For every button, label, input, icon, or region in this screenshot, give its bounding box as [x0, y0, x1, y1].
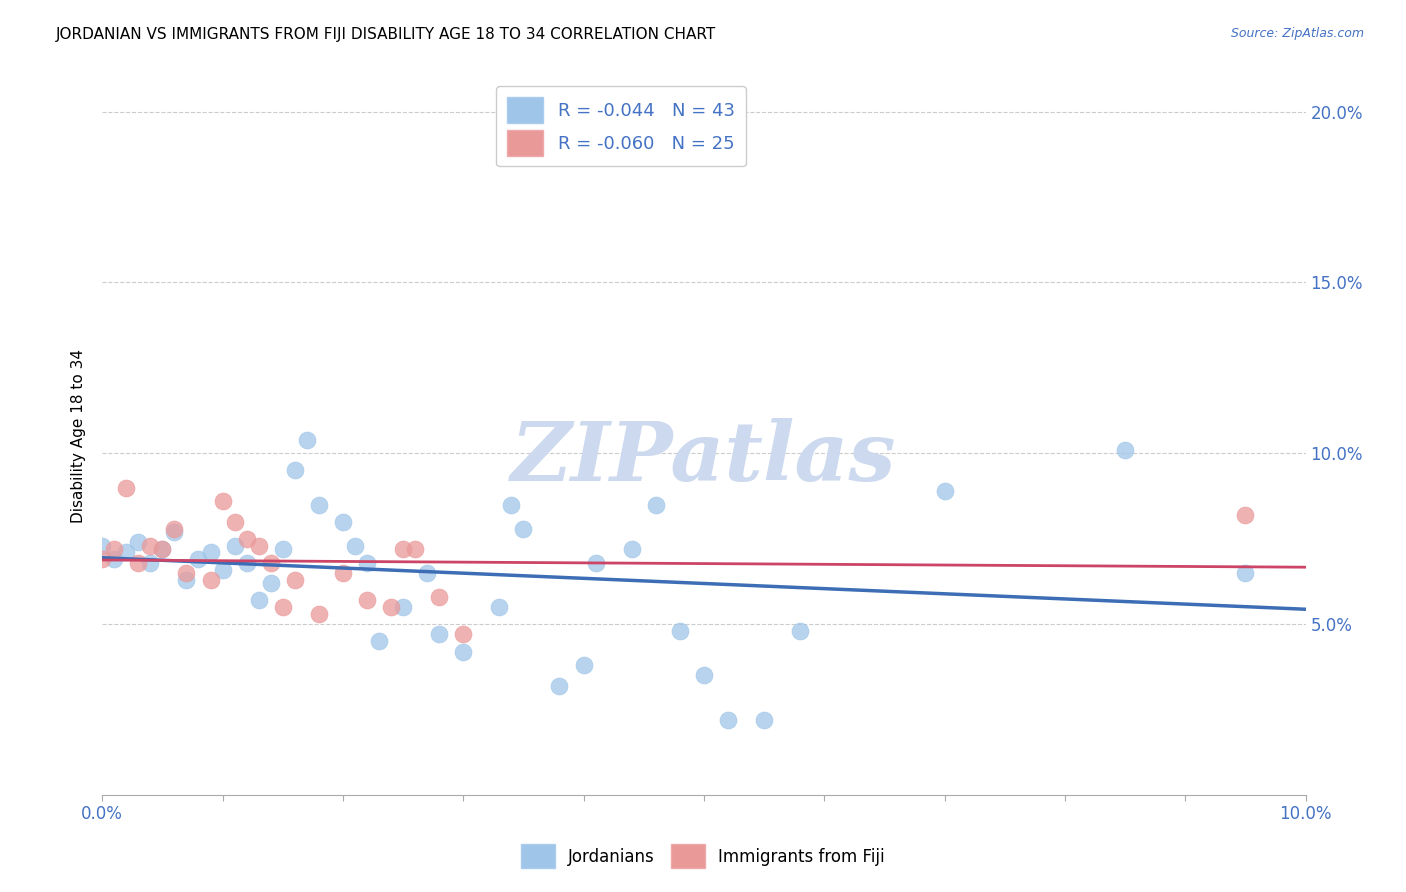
Point: [332, 566, 354, 580]
Point: [271, 600, 294, 615]
Point: [260, 556, 283, 570]
Point: [488, 600, 510, 615]
Point: [585, 556, 607, 570]
Point: [501, 498, 523, 512]
Point: [1234, 508, 1257, 522]
Point: [127, 556, 149, 570]
Point: [368, 634, 391, 648]
Point: [343, 539, 366, 553]
Point: [103, 541, 125, 556]
Point: [416, 566, 439, 580]
Point: [332, 515, 354, 529]
Point: [1114, 442, 1136, 457]
Point: [163, 524, 186, 539]
Point: [427, 590, 450, 604]
Point: [451, 627, 474, 641]
Point: [224, 539, 246, 553]
Legend: R = -0.044   N = 43, R = -0.060   N = 25: R = -0.044 N = 43, R = -0.060 N = 25: [496, 87, 745, 167]
Point: [176, 573, 198, 587]
Point: [356, 556, 378, 570]
Point: [247, 539, 270, 553]
Point: [211, 494, 233, 508]
Point: [752, 713, 775, 727]
Point: [150, 541, 173, 556]
Legend: Jordanians, Immigrants from Fiji: Jordanians, Immigrants from Fiji: [515, 838, 891, 875]
Point: [427, 627, 450, 641]
Point: [163, 522, 186, 536]
Point: [572, 658, 595, 673]
Point: [235, 532, 257, 546]
Point: [392, 541, 415, 556]
Point: [451, 644, 474, 658]
Point: [200, 545, 222, 559]
Point: [392, 600, 415, 615]
Point: [224, 515, 246, 529]
Point: [235, 556, 257, 570]
Point: [91, 552, 114, 566]
Point: [211, 562, 233, 576]
Point: [620, 541, 643, 556]
Point: [139, 539, 162, 553]
Point: [295, 433, 318, 447]
Point: [271, 541, 294, 556]
Point: [512, 522, 534, 536]
Text: JORDANIAN VS IMMIGRANTS FROM FIJI DISABILITY AGE 18 TO 34 CORRELATION CHART: JORDANIAN VS IMMIGRANTS FROM FIJI DISABI…: [56, 27, 717, 42]
Point: [934, 483, 956, 498]
Point: [380, 600, 402, 615]
Point: [1234, 566, 1257, 580]
Point: [284, 463, 307, 477]
Point: [115, 481, 138, 495]
Point: [247, 593, 270, 607]
Point: [187, 552, 209, 566]
Point: [548, 679, 571, 693]
Point: [308, 607, 330, 621]
Point: [91, 539, 114, 553]
Point: [200, 573, 222, 587]
Point: [176, 566, 198, 580]
Point: [284, 573, 307, 587]
Point: [644, 498, 666, 512]
Point: [789, 624, 811, 638]
Point: [103, 552, 125, 566]
Point: [717, 713, 740, 727]
Point: [308, 498, 330, 512]
Point: [693, 668, 716, 682]
Point: [150, 541, 173, 556]
Y-axis label: Disability Age 18 to 34: Disability Age 18 to 34: [72, 350, 86, 524]
Point: [356, 593, 378, 607]
Point: [139, 556, 162, 570]
Point: [127, 535, 149, 549]
Point: [115, 545, 138, 559]
Point: [404, 541, 426, 556]
Text: ZIPatlas: ZIPatlas: [512, 417, 897, 498]
Point: [260, 576, 283, 591]
Text: Source: ZipAtlas.com: Source: ZipAtlas.com: [1230, 27, 1364, 40]
Point: [668, 624, 690, 638]
